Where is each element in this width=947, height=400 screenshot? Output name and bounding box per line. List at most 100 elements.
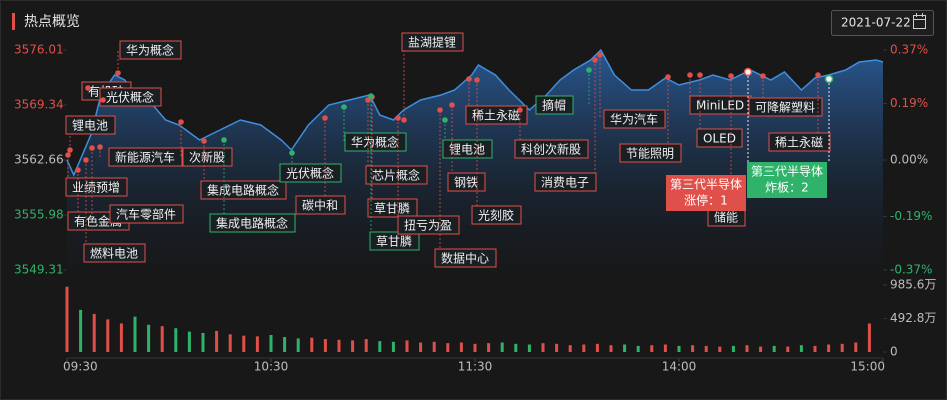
annotation-box [465,105,528,125]
annotation-label: MiniLED [696,99,744,113]
annotation-label: 数据中心 [441,251,489,266]
volume-bar [500,342,504,352]
volume-bar [351,340,355,352]
y-tick-label: 3576.01 [14,43,64,57]
annotation-box [666,175,746,211]
annotation-label: 第三代半导体 [670,178,742,192]
volume-bar [595,343,599,352]
date-value[interactable]: 2021-07-22 [841,16,911,30]
annotation-box [367,198,418,218]
calendar-body[interactable] [913,15,926,29]
annotation-box [434,248,497,268]
volume-bar [827,344,831,352]
volume-bar [255,336,259,352]
annotation: 草甘膦 [368,93,420,251]
annotation-box [514,139,589,159]
y-tick-label: 3569.34 [14,97,64,111]
annotation-label: 稀土永磁 [472,108,520,123]
annotation-label: 集成电路概念 [207,183,279,198]
annotation-dot [65,152,71,158]
annotation-dot [395,115,401,121]
volume-bar [799,345,803,352]
panel-title: 热点概览 [24,14,80,30]
volume-bar [337,339,341,352]
annotation: 光伏概念 [279,150,342,183]
volume-bar [731,345,735,352]
x-tick-label: 09:30 [63,360,98,374]
annotation: 消费电子 [534,57,598,192]
annotation-label: 储能 [714,210,738,225]
annotation-label: 光刻胶 [478,208,514,223]
annotation: 华为概念 [115,40,182,76]
annotation-dot [449,102,455,108]
y2-tick-label: -0.19% [890,209,932,223]
annotation-box [397,215,460,235]
annotation-dot [592,57,598,63]
y2-tick-label: 0.37% [890,43,928,57]
x-tick-label: 11:30 [458,360,493,374]
annotation-box [535,95,574,115]
annotation-label: 扭亏为盈 [404,219,452,233]
annotation: 锂电池 [442,117,493,159]
x-tick-label: 10:30 [254,360,289,374]
annotation-box [119,40,182,60]
annotation: 光刻胶 [471,77,522,225]
volume-bar [487,343,491,352]
annotation-dot [115,70,121,76]
annotation-dot [517,107,523,113]
annotation-label: OLED [703,132,736,146]
annotation-label: 盐湖提锂 [408,35,456,50]
annotation-label: 稀土永磁 [775,135,823,150]
volume-bar [677,345,681,352]
annotation: 华为概念 [341,104,407,152]
annotation-box [99,87,162,107]
volume-bar [119,323,123,352]
annotation-dot [67,147,73,153]
annotation-dot [289,150,295,156]
annotation-label: 科创次新股 [521,142,581,157]
annotation: 次新股 [178,119,233,167]
volume-bar [364,339,368,352]
annotation-box [65,115,116,135]
volume-tick-label: 0 [890,345,898,359]
y-tick-label: 3555.98 [14,208,64,222]
volume-bar [527,344,531,352]
annotation-box [83,243,146,263]
annotation-label: 燃料电池 [90,246,138,261]
volume-bar [473,343,477,352]
annotation-box [471,205,522,225]
volume-bar [405,340,409,352]
annotation-box [442,139,493,159]
volume-bar [704,345,708,352]
volume-bar [568,345,572,352]
volume-bar [201,332,205,352]
annotation-box [534,172,597,192]
date-picker[interactable] [831,10,934,36]
annotation-dot [442,117,448,123]
annotation-dot [466,76,472,82]
volume-bar [378,341,382,352]
annotation-label: 华为汽车 [610,112,658,127]
calendar-icon[interactable] [913,13,926,29]
x-tick-label: 15:00 [850,360,885,374]
volume-bar [391,341,395,352]
annotation-label: 节能照明 [626,147,674,161]
annotation-box [200,180,287,200]
y-tick-label: 3562.66 [14,153,64,167]
annotation-box [108,147,183,167]
volume-bar [514,343,518,352]
annotation: 集成电路概念 [200,138,287,200]
volume-tick-label: 492.8万 [890,311,936,325]
annotation-box [447,172,486,192]
volume-bar [92,313,96,352]
annotation: 燃料电池 [83,157,146,263]
annotation: 汽车零部件 [89,145,184,224]
volume-bar [215,330,219,352]
annotation-dot [665,74,671,80]
annotation-label: 钢铁 [454,176,478,190]
volume-bar [650,345,654,352]
annotation: MiniLED [687,72,752,115]
